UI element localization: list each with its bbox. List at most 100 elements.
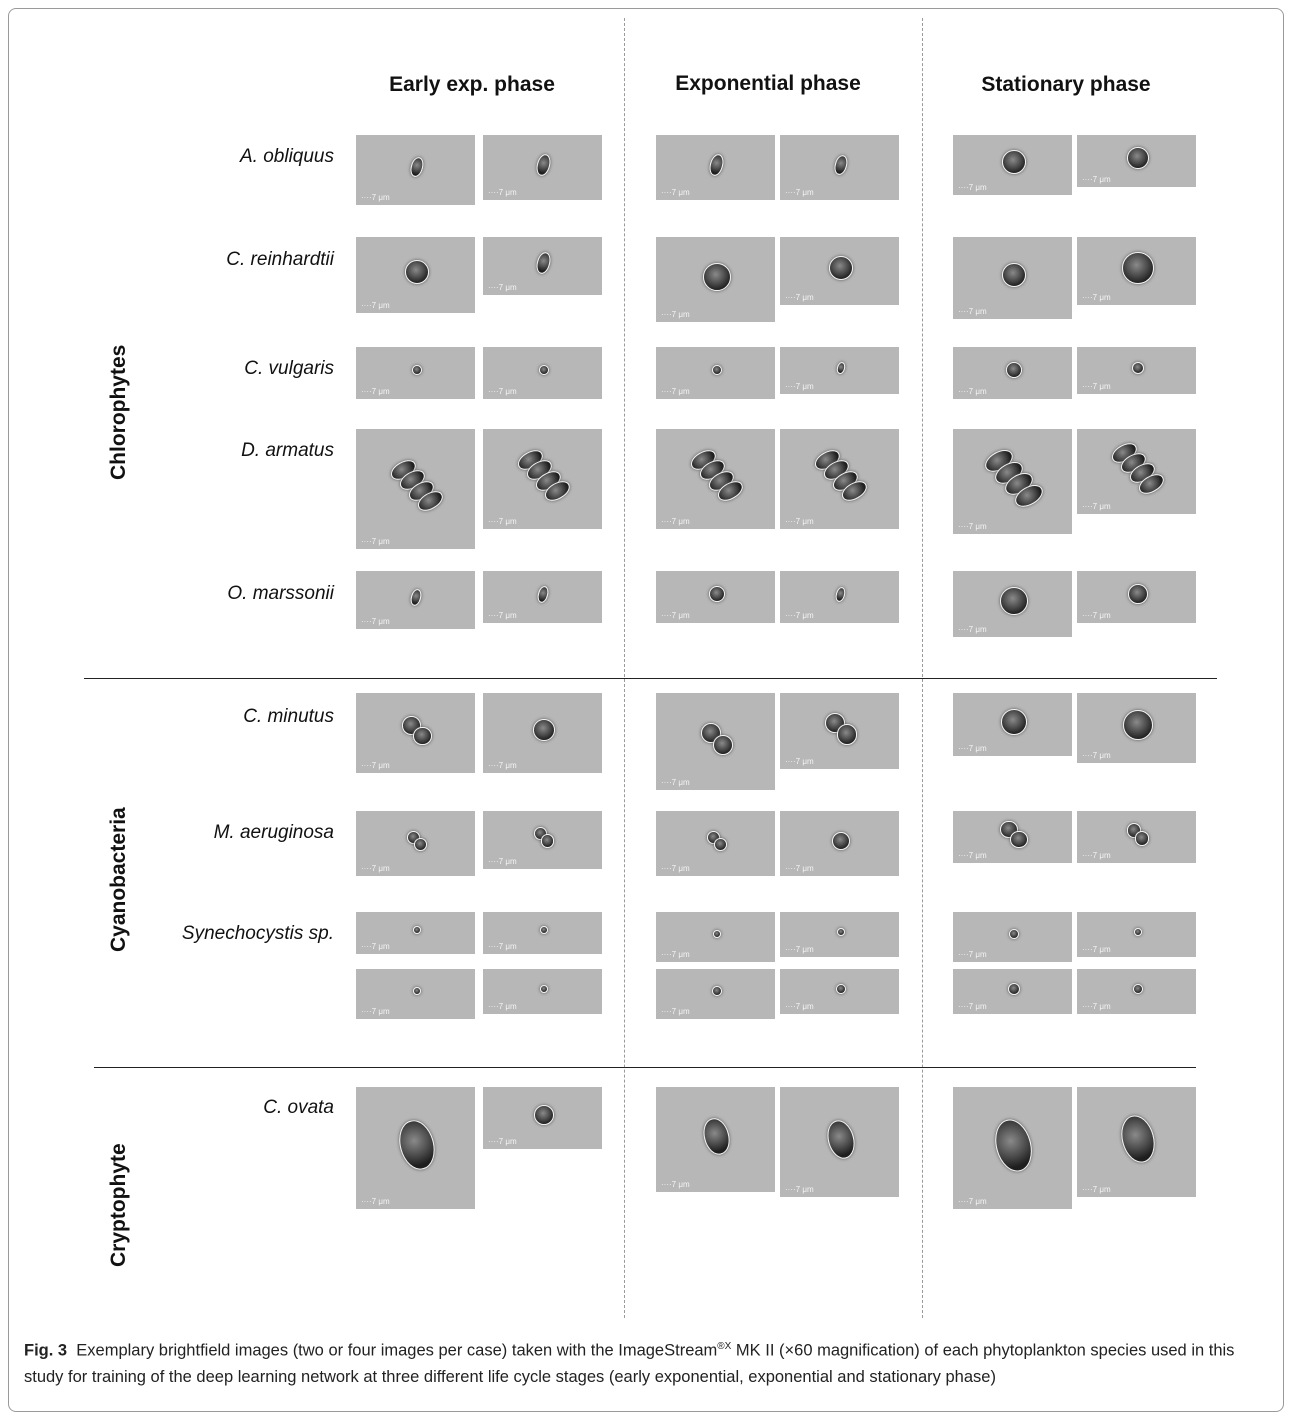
micrograph-panel: ····7 μm: [356, 135, 475, 205]
scale-bar-label: ····7 μm: [785, 1185, 814, 1194]
scale-bar-label: ····7 μm: [958, 851, 987, 860]
scale-bar-label: ····7 μm: [1082, 851, 1111, 860]
cell: [711, 365, 722, 375]
scale-bar-label: ····7 μm: [361, 617, 390, 626]
scale-bar-label: ····7 μm: [361, 387, 390, 396]
scale-bar-label: ····7 μm: [958, 1197, 987, 1206]
cell: [533, 1105, 554, 1125]
group-label-chlorophytes: Chlorophytes: [107, 344, 130, 480]
cell: [412, 926, 421, 934]
micrograph-panel: ····7 μm: [953, 811, 1072, 863]
micrograph-panel: ····7 μm: [953, 429, 1072, 534]
micrograph-panel: ····7 μm: [656, 237, 775, 322]
phase-header-early: Early exp. phase: [389, 73, 555, 96]
scale-bar-label: ····7 μm: [488, 283, 517, 292]
phase-header-exponential: Exponential phase: [675, 72, 861, 95]
micrograph-panel: ····7 μm: [1077, 693, 1196, 763]
cell: [1008, 929, 1019, 939]
cell: [532, 719, 555, 741]
cell: [1126, 147, 1149, 169]
cell: [832, 153, 849, 176]
cell: [411, 365, 422, 375]
scale-bar-label: ····7 μm: [958, 744, 987, 753]
cell: [1001, 150, 1026, 174]
cell: [834, 585, 847, 603]
cell: [1010, 830, 1028, 849]
micrograph-panel: ····7 μm: [483, 429, 602, 529]
scale-bar-label: ····7 μm: [661, 864, 690, 873]
species-label: C. vulgaris: [244, 358, 334, 379]
micrograph-panel: ····7 μm: [1077, 969, 1196, 1014]
micrograph-panel: ····7 μm: [780, 693, 899, 769]
scale-bar-label: ····7 μm: [488, 517, 517, 526]
column-separator: [922, 18, 923, 1318]
cell: [699, 1115, 734, 1158]
scale-bar-label: ····7 μm: [661, 387, 690, 396]
scale-bar-label: ····7 μm: [1082, 293, 1111, 302]
cell: [534, 152, 553, 177]
micrograph-panel: ····7 μm: [356, 429, 475, 549]
micrograph-panel: ····7 μm: [656, 1087, 775, 1192]
scale-bar-label: ····7 μm: [361, 301, 390, 310]
species-label: O. marssonii: [227, 583, 334, 604]
cell: [539, 926, 548, 934]
cell: [412, 987, 421, 995]
column-separator: [624, 18, 625, 1318]
cell: [393, 1116, 440, 1174]
scale-bar-label: ····7 μm: [958, 625, 987, 634]
cell: [404, 260, 429, 284]
micrograph-panel: ····7 μm: [483, 237, 602, 295]
cell: [539, 984, 548, 993]
micrograph-panel: ····7 μm: [953, 237, 1072, 319]
scale-bar-label: ····7 μm: [661, 950, 690, 959]
cell: [1131, 361, 1144, 374]
scale-bar-label: ····7 μm: [1082, 611, 1111, 620]
scale-bar-label: ····7 μm: [661, 310, 690, 319]
micrograph-panel: ····7 μm: [1077, 571, 1196, 623]
scale-bar-label: ····7 μm: [361, 1197, 390, 1206]
micrograph-panel: ····7 μm: [780, 237, 899, 305]
cell: [413, 726, 432, 746]
scale-bar-label: ····7 μm: [1082, 1002, 1111, 1011]
caption-trademark: ®X: [717, 1341, 732, 1352]
scale-bar-label: ····7 μm: [1082, 502, 1111, 511]
figure-frame: [8, 8, 1284, 1412]
cell: [835, 983, 846, 994]
cell: [836, 927, 845, 936]
scale-bar-label: ····7 μm: [1082, 382, 1111, 391]
cell: [408, 156, 425, 178]
species-label: C. reinhardtii: [226, 249, 334, 270]
scale-bar-label: ····7 μm: [488, 611, 517, 620]
cell: [1122, 710, 1153, 740]
scale-bar-label: ····7 μm: [661, 778, 690, 787]
micrograph-panel: ····7 μm: [483, 811, 602, 869]
scale-bar-label: ····7 μm: [785, 864, 814, 873]
scale-bar-label: ····7 μm: [958, 522, 987, 531]
figure-caption: Fig. 3 Exemplary brightfield images (two…: [24, 1334, 1274, 1390]
cell: [713, 837, 728, 852]
micrograph-panel: ····7 μm: [356, 1087, 475, 1209]
micrograph-panel: ····7 μm: [780, 811, 899, 876]
scale-bar-label: ····7 μm: [958, 183, 987, 192]
cell: [1000, 708, 1027, 735]
micrograph-panel: ····7 μm: [356, 693, 475, 773]
caption-figure-label: Fig. 3: [24, 1341, 68, 1360]
group-separator: [84, 678, 1217, 679]
cell: [828, 256, 853, 280]
micrograph-panel: ····7 μm: [953, 347, 1072, 399]
cell: [835, 360, 846, 375]
scale-bar-label: ····7 μm: [958, 387, 987, 396]
scale-bar-label: ····7 μm: [785, 1002, 814, 1011]
scale-bar-label: ····7 μm: [785, 945, 814, 954]
scale-bar-label: ····7 μm: [785, 517, 814, 526]
scale-bar-label: ····7 μm: [958, 1002, 987, 1011]
cell: [1133, 927, 1142, 936]
cell: [538, 365, 549, 375]
scale-bar-label: ····7 μm: [1082, 1185, 1111, 1194]
micrograph-panel: ····7 μm: [483, 571, 602, 623]
micrograph-panel: ····7 μm: [356, 811, 475, 876]
scale-bar-label: ····7 μm: [661, 611, 690, 620]
micrograph-panel: ····7 μm: [780, 1087, 899, 1197]
scale-bar-label: ····7 μm: [488, 1002, 517, 1011]
micrograph-panel: ····7 μm: [656, 347, 775, 399]
